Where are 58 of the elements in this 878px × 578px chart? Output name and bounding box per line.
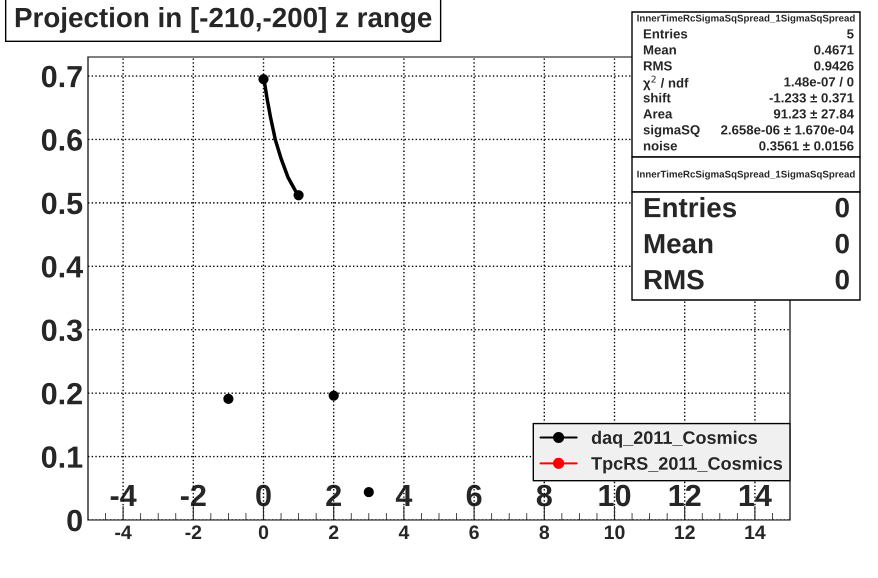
x2-tick-label: 6 — [469, 525, 479, 540]
x-tick-label: 10 — [599, 484, 630, 506]
annotation: Entries — [644, 197, 736, 218]
annotation: shift — [643, 92, 671, 103]
chart-title: Projection in [-210,-200] z range — [16, 6, 432, 34]
text: 0.9426 — [814, 61, 854, 71]
annotation: 0.3561 ± 0.0156 — [759, 141, 854, 151]
annotation: sigmaSQ — [643, 124, 700, 138]
x2-tick-label: 0 — [258, 525, 268, 540]
point — [364, 487, 374, 498]
annotation: 2.658e-06 ± 1.670e-04 — [721, 125, 854, 135]
text: 5 — [847, 29, 854, 39]
text: 0 — [836, 270, 849, 290]
x-tick-label: 8 — [536, 484, 552, 506]
y-tick-label: 0 — [67, 510, 82, 532]
x2-tick-label: -2 — [185, 525, 202, 539]
y-tick-label: 0.3 — [42, 319, 82, 342]
text: 0.4671 — [814, 45, 854, 55]
x2-tick-label: 4 — [398, 526, 410, 539]
y-tick-label: 0.1 — [42, 446, 82, 468]
y-tick-label: 0.2 — [42, 382, 82, 405]
y-tick-label: 0.7 — [42, 66, 82, 88]
annotation: Mean — [644, 234, 712, 254]
text: InnerTimeRcSigmaSqSpread_1SigmaSqSpread — [637, 14, 855, 24]
annotation: Area — [643, 109, 672, 119]
point — [328, 390, 339, 401]
annotation: 1.48e-07 / 0 — [784, 76, 854, 87]
x2-tick-label: -4 — [115, 526, 132, 539]
text: Entries — [644, 28, 688, 39]
legend-label: TpcRS_2011_Cosmics — [591, 456, 782, 474]
x2-tick-label: 14 — [745, 526, 766, 539]
x-tick-label: 14 — [740, 485, 772, 506]
text: 0 — [836, 234, 849, 254]
text: Mean — [644, 45, 676, 55]
annotation: -1.233 ± 0.371 — [770, 93, 854, 103]
x2-tick-label: 12 — [675, 525, 695, 539]
x2-tick-label: 10 — [604, 525, 625, 540]
annotation: InnerTimeRcSigmaSqSpread_1SigmaSqSpread — [637, 170, 855, 180]
annotation: χ$^{2}$ / ndf — [643, 76, 688, 90]
x2-tick-label: 2 — [328, 525, 338, 539]
legend-label: daq_2011_Cosmics — [592, 430, 757, 448]
annotation: RMS — [644, 270, 704, 290]
y-tick-label: 0.6 — [42, 129, 82, 151]
x-tick-label: 4 — [396, 485, 412, 506]
text: 0 — [836, 198, 849, 218]
x-tick-label: 2 — [326, 484, 341, 506]
x-tick-label: 12 — [670, 484, 700, 506]
annotation: RMS — [644, 61, 672, 71]
x2-tick-label: 8 — [540, 525, 550, 540]
y-tick-label: 0.5 — [42, 192, 82, 214]
annotation: 91.23 ± 27.84 — [774, 109, 854, 119]
x-tick-label: 0 — [256, 484, 271, 506]
y-tick-label: 0.4 — [42, 256, 83, 278]
annotation: noise — [644, 140, 678, 151]
point — [223, 394, 234, 404]
x-tick-label: -4 — [110, 485, 137, 506]
x-tick-label: 6 — [466, 484, 482, 506]
x-tick-label: -2 — [180, 484, 206, 506]
